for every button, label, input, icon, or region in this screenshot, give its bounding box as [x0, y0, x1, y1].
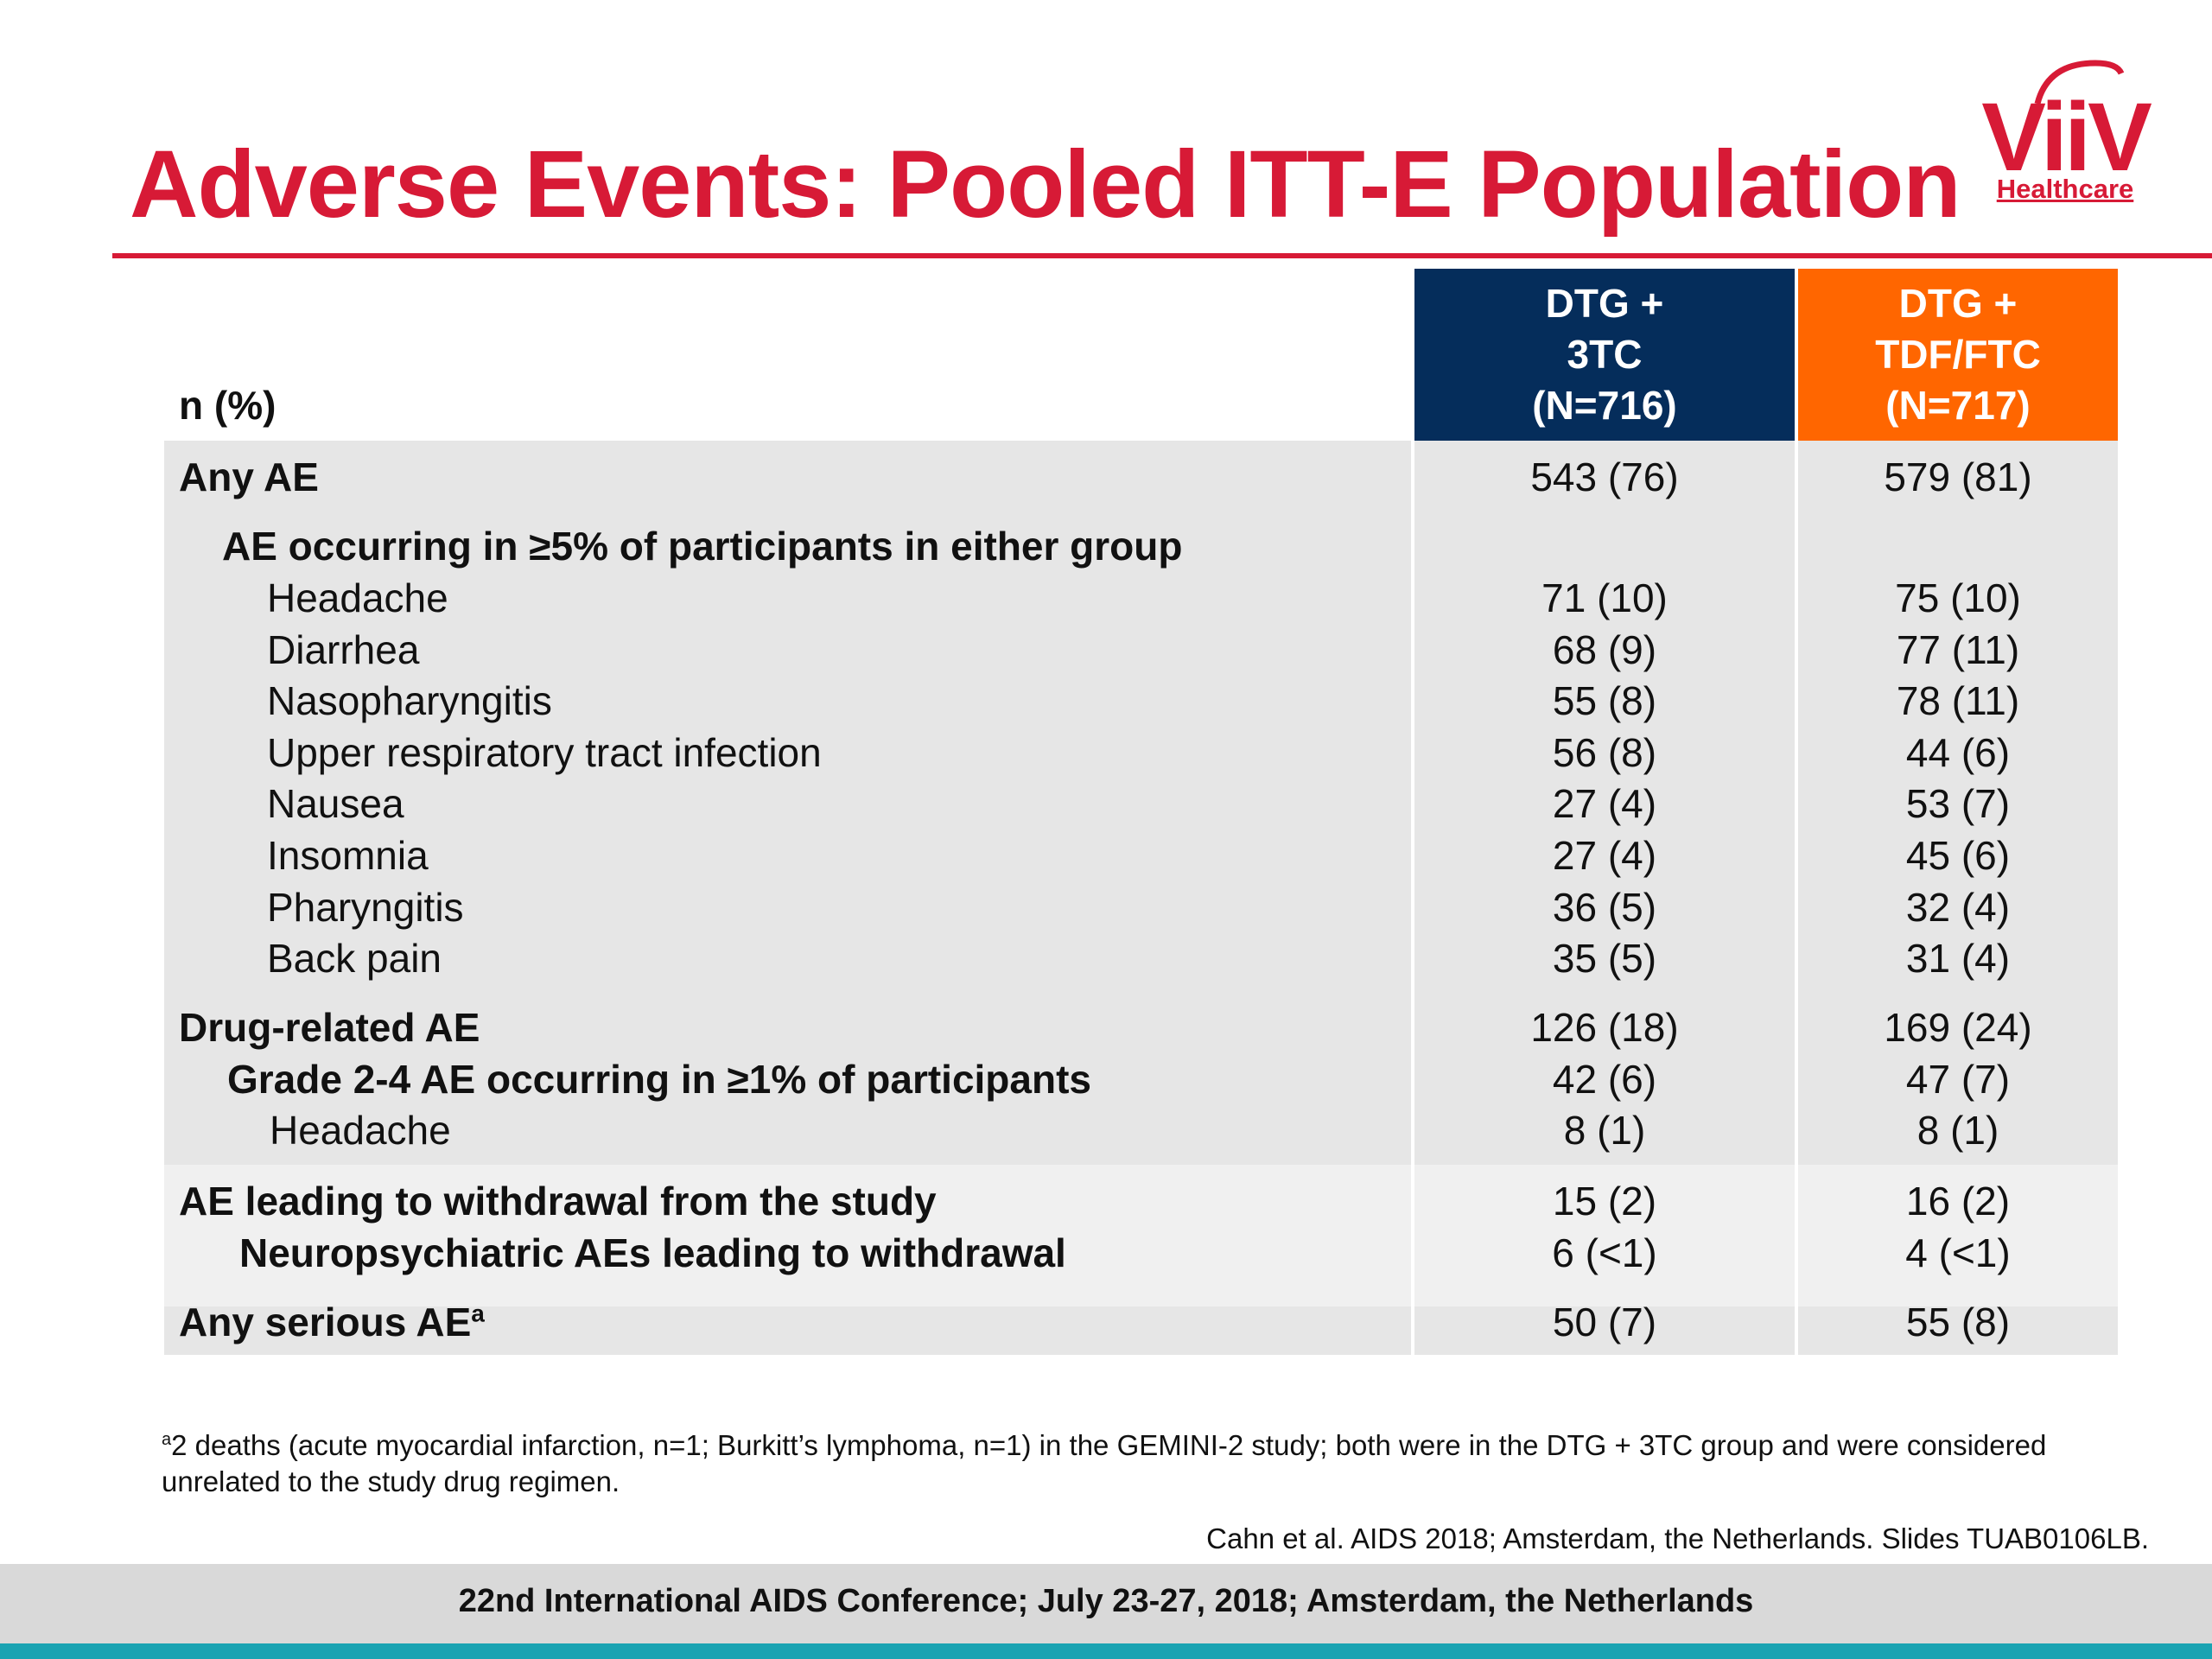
cell-dtg-3tc: 56 (8) [1552, 730, 1657, 775]
cell-dtg-tdf-ftc: 45 (6) [1905, 833, 2011, 878]
logo-subtitle: Healthcare [1996, 174, 2134, 204]
row-label: Upper respiratory tract infection [267, 730, 822, 775]
table-row: Neuropsychiatric AEs leading to withdraw… [164, 1227, 2118, 1279]
cell-dtg-3tc: 8 (1) [1563, 1108, 1646, 1153]
footer-accent-stripe [0, 1643, 2212, 1659]
table-row: Grade 2-4 AE occurring in ≥1% of partici… [164, 1053, 2118, 1105]
cell-dtg-3tc: 6 (<1) [1552, 1230, 1657, 1275]
row-label: AE occurring in ≥5% of participants in e… [222, 524, 1183, 569]
cell-dtg-3tc: 126 (18) [1530, 1005, 1679, 1050]
cell-dtg-3tc: 55 (8) [1552, 678, 1657, 723]
cell-dtg-3tc: 50 (7) [1552, 1300, 1657, 1344]
citation: Cahn et al. AIDS 2018; Amsterdam, the Ne… [1206, 1522, 2149, 1554]
table-row: Pharyngitis 36 (5) 32 (4) [164, 881, 2118, 933]
row-header-label: n (%) [179, 383, 276, 428]
footnote-marker: a [162, 1430, 172, 1449]
table-row: Any serious AEa 50 (7) 55 (8) [164, 1296, 2118, 1348]
row-label: Neuropsychiatric AEs leading to withdraw… [239, 1230, 1066, 1275]
row-label: Drug-related AE [179, 1005, 480, 1050]
cell-dtg-3tc: 15 (2) [1552, 1179, 1657, 1224]
row-label: Nasopharyngitis [267, 678, 552, 723]
cell-dtg-3tc: 42 (6) [1552, 1057, 1657, 1102]
row-label: Insomnia [267, 833, 429, 878]
cell-dtg-tdf-ftc: 579 (81) [1884, 454, 2032, 499]
column-header-line: 3TC [1567, 332, 1643, 377]
row-label: Headache [267, 575, 448, 620]
cell-dtg-3tc: 35 (5) [1552, 936, 1657, 981]
column-header-dtg-tdf-ftc: DTG + TDF/FTC (N=717) [1798, 269, 2118, 441]
footer-conference-text: 22nd International AIDS Conference; July… [458, 1583, 1754, 1619]
cell-dtg-tdf-ftc: 44 (6) [1905, 730, 2011, 775]
table-row: AE occurring in ≥5% of participants in e… [164, 520, 2118, 572]
cell-dtg-tdf-ftc: 78 (11) [1896, 678, 2020, 723]
cell-dtg-3tc: 27 (4) [1552, 833, 1657, 878]
cell-dtg-3tc: 68 (9) [1552, 627, 1657, 672]
cell-dtg-tdf-ftc: 169 (24) [1884, 1005, 2032, 1050]
column-header-line: DTG + [1898, 281, 2018, 326]
row-label: Back pain [267, 936, 442, 981]
table-row: Headache 8 (1) 8 (1) [164, 1104, 2118, 1156]
table-row: Nausea 27 (4) 53 (7) [164, 778, 2118, 830]
viiv-logo: ViiV Healthcare [1979, 56, 2152, 220]
footnote-marker: a [471, 1300, 485, 1327]
cell-dtg-3tc: 543 (76) [1530, 454, 1679, 499]
row-label: Grade 2-4 AE occurring in ≥1% of partici… [227, 1057, 1091, 1102]
title-divider [112, 253, 2212, 258]
cell-dtg-tdf-ftc: 4 (<1) [1905, 1230, 2011, 1275]
cell-dtg-tdf-ftc: 75 (10) [1895, 575, 2021, 620]
table-row: Drug-related AE 126 (18) 169 (24) [164, 1001, 2118, 1053]
table-row: Any AE 543 (76) 579 (81) [164, 451, 2118, 503]
table-row: Back pain 35 (5) 31 (4) [164, 932, 2118, 984]
cell-dtg-tdf-ftc: 55 (8) [1905, 1300, 2011, 1344]
cell-dtg-tdf-ftc: 47 (7) [1905, 1057, 2011, 1102]
column-header-line: (N=716) [1532, 383, 1677, 428]
table-row: AE leading to withdrawal from the study … [164, 1175, 2118, 1227]
row-label: Pharyngitis [267, 885, 464, 930]
column-divider [1411, 441, 1414, 1355]
table-row: Insomnia 27 (4) 45 (6) [164, 830, 2118, 881]
row-label: Any serious AEa [179, 1296, 485, 1348]
column-header-line: (N=717) [1885, 383, 2031, 428]
row-label: Nausea [267, 781, 404, 826]
row-label: AE leading to withdrawal from the study [179, 1179, 937, 1224]
cell-dtg-tdf-ftc: 77 (11) [1896, 627, 2020, 672]
row-label-text: Any serious AE [179, 1300, 472, 1344]
footer-bar [0, 1564, 2212, 1643]
cell-dtg-3tc: 36 (5) [1552, 885, 1657, 930]
table-row: Nasopharyngitis 55 (8) 78 (11) [164, 675, 2118, 727]
row-label: Any AE [179, 454, 319, 499]
cell-dtg-3tc: 71 (10) [1541, 575, 1668, 620]
table-row: Upper respiratory tract infection 56 (8)… [164, 727, 2118, 779]
cell-dtg-tdf-ftc: 16 (2) [1905, 1179, 2011, 1224]
table-section-background [164, 1306, 2118, 1355]
footnote: a2 deaths (acute myocardial infarction, … [162, 1427, 2114, 1500]
cell-dtg-tdf-ftc: 31 (4) [1905, 936, 2011, 981]
footnote-text: 2 deaths (acute myocardial infarction, n… [162, 1429, 2047, 1497]
cell-dtg-3tc: 27 (4) [1552, 781, 1657, 826]
row-label: Headache [270, 1108, 451, 1153]
table-row: Diarrhea 68 (9) 77 (11) [164, 624, 2118, 676]
table-row: Headache 71 (10) 75 (10) [164, 572, 2118, 624]
logo-arc-icon [2034, 60, 2125, 105]
logo-wordmark: ViiV [1981, 83, 2152, 191]
cell-dtg-tdf-ftc: 32 (4) [1905, 885, 2011, 930]
column-header-line: DTG + [1545, 281, 1664, 326]
cell-dtg-tdf-ftc: 53 (7) [1905, 781, 2011, 826]
cell-dtg-tdf-ftc: 8 (1) [1916, 1108, 1999, 1153]
row-label: Diarrhea [267, 627, 420, 672]
slide-title: Adverse Events: Pooled ITT-E Population [130, 131, 1961, 238]
column-divider [1795, 441, 1798, 1355]
column-header-line: TDF/FTC [1875, 332, 2041, 377]
column-header-dtg-3tc: DTG + 3TC (N=716) [1414, 269, 1795, 441]
